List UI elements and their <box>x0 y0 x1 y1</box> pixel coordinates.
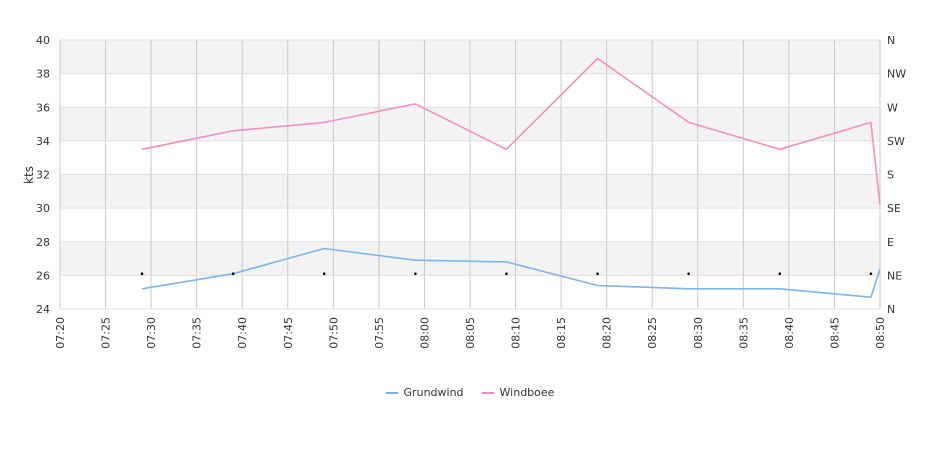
x-tick-label: 07:40 <box>236 317 249 349</box>
x-tick-label: 08:50 <box>874 317 887 349</box>
series-line-grundwind <box>141 247 881 299</box>
legend-label-windboee: Windboee <box>499 386 555 399</box>
legend-label-grundwind: Grundwind <box>403 386 464 399</box>
legend: Grundwind Windboee <box>0 386 940 399</box>
x-tick-label: 08:40 <box>783 317 796 349</box>
x-tick-label: 07:20 <box>54 317 67 349</box>
x-tick-label: 08:45 <box>828 317 841 349</box>
y-right-tick-label: SW <box>887 135 905 148</box>
series-lines <box>141 57 881 299</box>
y-tick-label: 30 <box>36 202 50 215</box>
x-tick-label: 08:15 <box>555 317 568 349</box>
direction-marker <box>869 272 873 275</box>
y-axis-right: N NE E SE S SW W NW N <box>887 34 906 316</box>
y-tick-label: 34 <box>36 135 50 148</box>
x-tick-label: 08:05 <box>464 317 477 349</box>
y-right-tick-label: NW <box>887 68 906 81</box>
x-tick-label: 07:50 <box>327 317 340 349</box>
x-tick-label: 07:55 <box>373 317 386 349</box>
y-tick-label: 28 <box>36 236 50 249</box>
direction-marker <box>687 272 690 275</box>
direction-marker <box>140 272 144 275</box>
y-tick-label: 36 <box>36 101 50 114</box>
y-right-tick-label: N <box>887 34 895 47</box>
x-tick-label: 07:30 <box>145 317 158 349</box>
legend-item-windboee[interactable]: Windboee <box>481 386 555 399</box>
direction-marker <box>414 272 417 275</box>
legend-swatch-windboee <box>481 391 494 394</box>
y-tick-label: 32 <box>36 169 50 182</box>
direction-marker <box>505 272 508 275</box>
direction-marker <box>596 272 599 275</box>
legend-item-grundwind[interactable]: Grundwind <box>385 386 464 399</box>
y-axis-left: 24 26 28 30 32 34 36 38 40 <box>36 34 50 316</box>
direction-marker <box>778 272 782 275</box>
y-axis-title: kts <box>22 166 36 184</box>
x-tick-label: 08:00 <box>418 317 431 349</box>
y-tick-label: 24 <box>36 303 50 316</box>
x-tick-label: 07:25 <box>100 317 113 349</box>
x-tick-label: 07:45 <box>282 317 295 349</box>
x-tick-label: 08:10 <box>510 317 523 349</box>
direction-marker <box>231 272 235 275</box>
y-tick-label: 26 <box>36 269 50 282</box>
x-tick-label: 08:35 <box>737 317 750 349</box>
y-right-tick-label: S <box>887 169 894 182</box>
direction-marker <box>322 272 326 275</box>
x-tick-label: 08:30 <box>692 317 705 349</box>
y-right-tick-label: E <box>887 236 894 249</box>
x-axis: 07:20 07:25 07:30 07:35 07:40 07:45 07:50 07:55… <box>54 317 887 349</box>
x-tick-label: 07:35 <box>191 317 204 349</box>
y-tick-label: 40 <box>36 34 50 47</box>
y-right-tick-label: N <box>887 303 895 316</box>
y-right-tick-label: NE <box>887 269 902 282</box>
series-line-windboee <box>141 57 881 205</box>
legend-swatch-grundwind <box>385 391 398 394</box>
y-tick-label: 38 <box>36 68 50 81</box>
x-tick-label: 08:25 <box>646 317 659 349</box>
x-tick-label: 08:20 <box>601 317 614 349</box>
direction-markers <box>140 272 873 275</box>
y-right-tick-label: W <box>887 101 898 114</box>
horizontal-gridlines <box>60 39 880 310</box>
y-right-tick-label: SE <box>887 202 901 215</box>
